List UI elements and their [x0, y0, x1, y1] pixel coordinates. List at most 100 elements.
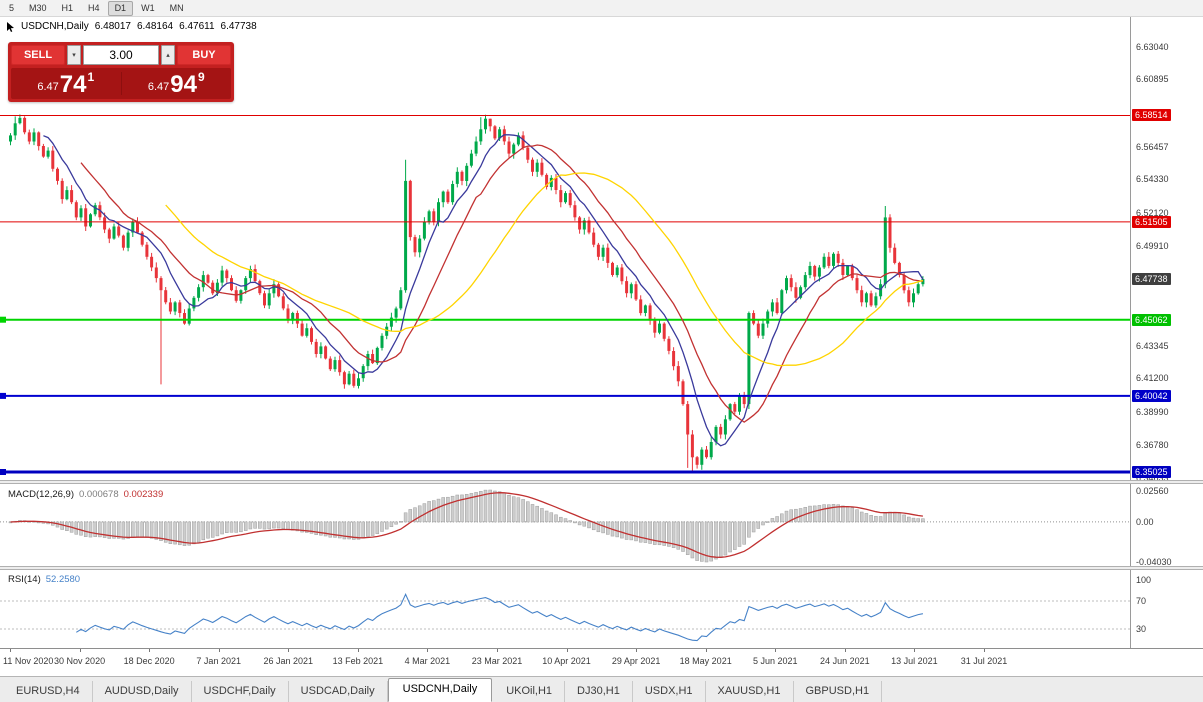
- buy-button[interactable]: BUY: [177, 45, 231, 65]
- chart-tab-eurusd-h4[interactable]: EURUSD,H4: [4, 681, 93, 702]
- date-label: 11 Nov 2020: [3, 656, 54, 666]
- price-axis-tick: 6.36780: [1136, 440, 1169, 450]
- time-axis-tick: [427, 649, 429, 652]
- sell-price-prefix: 6.47: [37, 81, 59, 93]
- ohlc-open: 6.48017: [94, 21, 131, 32]
- rsi-label: RSI(14): [8, 574, 41, 585]
- ohlc-low: 6.47611: [179, 21, 215, 32]
- chart-tab-usdcad-daily[interactable]: USDCAD,Daily: [289, 681, 388, 702]
- time-axis-tick: [705, 649, 707, 652]
- price-level-label: 6.47738: [1132, 273, 1171, 285]
- sell-button[interactable]: SELL: [11, 45, 65, 65]
- date-label: 7 Jan 2021: [196, 656, 241, 666]
- chart-tab-ukoil-h1[interactable]: UKOil,H1: [494, 681, 566, 702]
- date-label: 18 Dec 2020: [123, 656, 175, 666]
- rsi-axis-label: 70: [1136, 596, 1147, 606]
- cursor-arrow-icon: [7, 21, 14, 32]
- price-axis-tick: 6.60895: [1136, 74, 1169, 84]
- macd-axis-label: 0.02560: [1136, 486, 1169, 496]
- price-axis[interactable]: 6.63040 6.60895 6.56457 6.54330 6.52120 6.499…: [1130, 17, 1203, 648]
- time-axis-tick: [288, 649, 290, 652]
- volume-decrease-button[interactable]: ▾: [67, 45, 81, 65]
- date-label: 26 Jan 2021: [263, 656, 314, 666]
- price-level-label: 6.51505: [1132, 216, 1171, 228]
- time-axis-tick: [218, 649, 220, 652]
- timeframe-button-mn[interactable]: MN: [163, 1, 191, 16]
- price-level-label: 6.35025: [1132, 466, 1171, 478]
- macd-label: MACD(12,26,9): [8, 489, 74, 500]
- sell-price[interactable]: 6.47 74 1: [11, 68, 121, 99]
- chart-tab-audusd-daily[interactable]: AUDUSD,Daily: [93, 681, 192, 702]
- rsi-axis-label: 100: [1136, 575, 1152, 585]
- date-label: 31 Jul 2021: [960, 656, 1008, 666]
- time-axis-tick: [636, 649, 638, 652]
- date-label: 4 Mar 2021: [404, 656, 451, 666]
- date-label: 23 Mar 2021: [471, 656, 523, 666]
- sell-price-pip: 1: [87, 70, 95, 84]
- price-divider: [120, 72, 122, 95]
- timeframe-button-h4[interactable]: H4: [81, 1, 107, 16]
- chart-tab-xauusd-h1[interactable]: XAUUSD,H1: [706, 681, 794, 702]
- chart-tab-dj30-h1[interactable]: DJ30,H1: [565, 681, 633, 702]
- buy-price-big: 94: [170, 71, 197, 98]
- time-axis-tick: [983, 649, 985, 652]
- rsi-axis-label: 30: [1136, 624, 1147, 634]
- chart-tab-gbpusd-h1[interactable]: GBPUSD,H1: [794, 681, 883, 702]
- buy-price[interactable]: 6.47 94 9: [122, 68, 232, 99]
- chart-tab-usdx-h1[interactable]: USDX,H1: [633, 681, 706, 702]
- time-axis-tick: [79, 649, 81, 652]
- date-label: 18 May 2021: [679, 656, 732, 666]
- volume-increase-button[interactable]: ▴: [161, 45, 175, 65]
- time-axis-tick: [10, 649, 11, 652]
- time-axis[interactable]: 11 Nov 2020 30 Nov 2020 18 Dec 2020 7 Jan 2…: [0, 648, 1203, 676]
- date-label: 5 Jun 2021: [752, 656, 798, 666]
- timeframe-button-d1[interactable]: D1: [107, 0, 134, 16]
- price-axis-tick: 6.41200: [1136, 373, 1169, 383]
- timeframe-button-5[interactable]: 5: [2, 1, 21, 16]
- date-label: 13 Jul 2021: [891, 656, 938, 666]
- triangle-up-icon: ▴: [166, 51, 170, 59]
- price-axis-tick: 6.54330: [1136, 174, 1169, 184]
- ohlc-high: 6.48164: [136, 21, 174, 32]
- timeframe-button-w1[interactable]: W1: [134, 1, 162, 16]
- one-click-trading-panel: SELL ▾ 3.00 ▴ BUY 6.47 74 1 6.47 94 9: [8, 42, 234, 102]
- time-axis-tick: [844, 649, 846, 652]
- time-axis-tick: [914, 649, 916, 652]
- price-axis-tick: 6.43345: [1136, 341, 1169, 351]
- price-level-label: 6.40042: [1132, 390, 1171, 402]
- rsi-header: RSI(14) 52.2580: [8, 574, 80, 585]
- pane-splitter-rsi[interactable]: [0, 566, 1203, 570]
- date-label: 30 Nov 2020: [54, 656, 106, 666]
- price-level-label: 6.45062: [1132, 314, 1171, 326]
- date-label: 29 Apr 2021: [611, 656, 661, 666]
- triangle-down-icon: ▾: [72, 51, 76, 59]
- volume-input[interactable]: 3.00: [83, 45, 159, 65]
- date-label: 10 Apr 2021: [542, 656, 591, 666]
- rsi-value: 52.2580: [45, 574, 81, 585]
- candlestick-chart[interactable]: [0, 17, 1131, 648]
- timeframe-toolbar: 5 M30 H1 H4 D1 W1 MN: [0, 0, 1203, 17]
- time-axis-tick: [496, 649, 498, 652]
- price-axis-tick: 6.34633: [1136, 473, 1169, 483]
- pane-splitter-macd[interactable]: [0, 480, 1203, 484]
- price-axis-tick: 6.56457: [1136, 142, 1169, 152]
- price-axis-tick: 6.52120: [1136, 208, 1169, 218]
- chart-tab-usdchf-daily[interactable]: USDCHF,Daily: [192, 681, 289, 702]
- date-label: 13 Feb 2021: [332, 656, 384, 666]
- chart-tab-usdcnh-daily[interactable]: USDCNH,Daily: [387, 678, 493, 702]
- macd-header: MACD(12,26,9) 0.000678 0.002339: [8, 489, 163, 500]
- date-label: 24 Jun 2021: [820, 656, 870, 666]
- macd-value-signal: 0.002339: [123, 489, 164, 500]
- macd-axis-label: 0.00: [1136, 517, 1154, 527]
- ohlc-header: USDCNH,Daily 6.48017 6.48164 6.47611 6.4…: [6, 21, 257, 32]
- time-axis-tick: [357, 649, 359, 652]
- time-axis-tick: [775, 649, 777, 652]
- chart-window[interactable]: USDCNH,Daily 6.48017 6.48164 6.47611 6.4…: [0, 17, 1203, 676]
- time-axis-tick: [149, 649, 151, 652]
- timeframe-button-h1[interactable]: H1: [55, 1, 81, 16]
- chart-tabs-bar: EURUSD,H4 AUDUSD,Daily USDCHF,Daily USDCAD,…: [0, 676, 1203, 702]
- price-axis-tick: 6.49910: [1136, 241, 1169, 251]
- time-axis-tick: [566, 649, 568, 652]
- timeframe-button-m30[interactable]: M30: [22, 1, 54, 16]
